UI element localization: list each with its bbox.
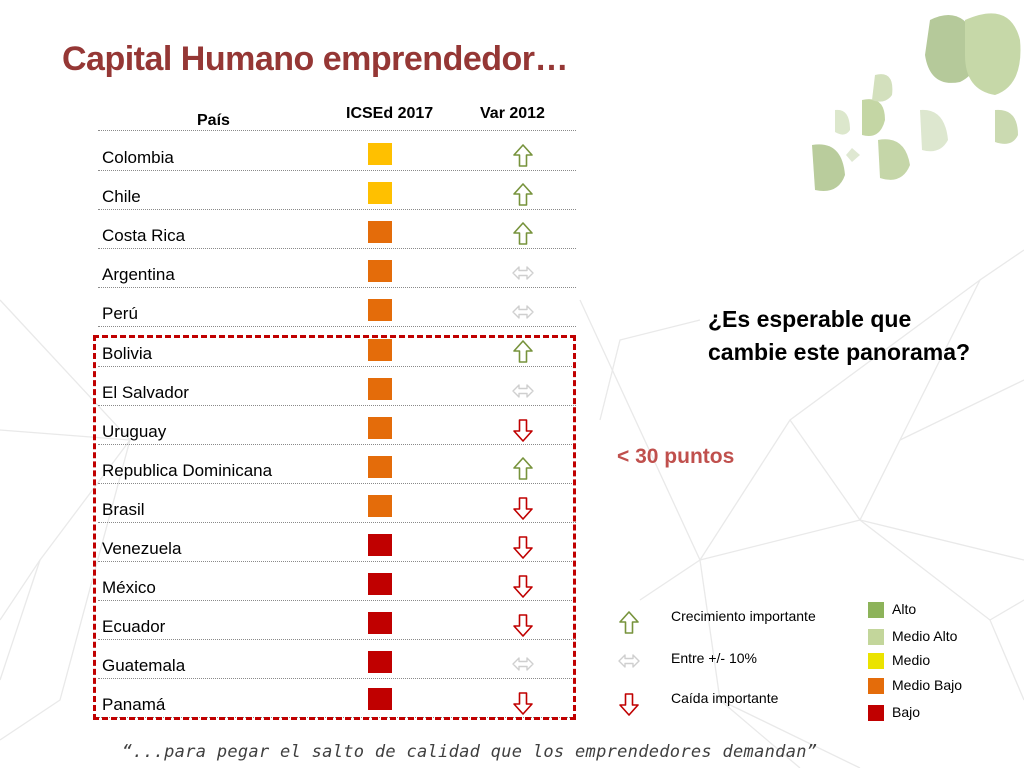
level-color-square bbox=[868, 678, 884, 694]
country-name: Argentina bbox=[102, 265, 175, 285]
legend-up-label: Crecimiento importante bbox=[671, 608, 816, 624]
table-row: Republica Dominicana bbox=[98, 444, 576, 484]
icsed-level-square bbox=[368, 651, 392, 674]
icsed-level-square bbox=[368, 416, 392, 439]
level-color-square bbox=[868, 602, 884, 618]
table-header-divider bbox=[98, 130, 576, 131]
trend-arrow-flat-icon bbox=[512, 299, 534, 325]
country-name: Republica Dominicana bbox=[102, 460, 273, 480]
table-row: Venezuela bbox=[98, 522, 576, 562]
icsed-level-square bbox=[368, 612, 392, 635]
question-line-2: cambie este panorama? bbox=[708, 339, 971, 365]
country-name: Brasil bbox=[102, 499, 145, 519]
icsed-level-square bbox=[368, 338, 392, 361]
icsed-level-square bbox=[368, 260, 392, 283]
table-row: El Salvador bbox=[98, 366, 576, 406]
level-color-square bbox=[868, 629, 884, 645]
icsed-level-square bbox=[368, 455, 392, 478]
table-row: Guatemala bbox=[98, 639, 576, 680]
country-name: Bolivia bbox=[102, 343, 153, 363]
table-row: Argentina bbox=[98, 248, 576, 289]
country-name: El Salvador bbox=[102, 382, 189, 402]
country-name: Guatemala bbox=[102, 656, 186, 676]
icsed-level-square bbox=[368, 494, 392, 517]
table-row: Perú bbox=[98, 287, 576, 328]
header-var-2012: Var 2012 bbox=[480, 105, 545, 122]
level-color-square bbox=[868, 705, 884, 721]
question-line-1: ¿Es esperable que bbox=[708, 306, 912, 332]
network-lines bbox=[0, 249, 1024, 768]
table-row: Ecuador bbox=[98, 600, 576, 641]
legend-arrow-flat-icon bbox=[618, 648, 640, 674]
level-label: Medio Alto bbox=[892, 628, 958, 644]
country-name: Panamá bbox=[102, 695, 166, 715]
trend-arrow-up-icon bbox=[512, 143, 534, 169]
question-text: ¿Es esperable que cambie este panorama? bbox=[708, 303, 970, 369]
country-name: Costa Rica bbox=[102, 226, 186, 246]
green-leaf-decoration bbox=[812, 13, 1021, 191]
table-row: Uruguay bbox=[98, 405, 576, 445]
country-name: Colombia bbox=[102, 148, 174, 167]
country-name: Chile bbox=[102, 187, 141, 207]
legend-arrow-down-icon bbox=[618, 691, 640, 717]
header-icsed-2017: ICSEd 2017 bbox=[346, 105, 434, 122]
icsed-level-square bbox=[368, 182, 392, 205]
country-name: México bbox=[102, 578, 156, 598]
icsed-level-square bbox=[368, 534, 392, 556]
level-label: Bajo bbox=[892, 704, 921, 720]
footer-quote: “...para pegar el salto de calidad que l… bbox=[122, 742, 818, 762]
icsed-level-square bbox=[368, 688, 392, 711]
table-row: Brasil bbox=[98, 483, 576, 523]
level-label: Medio Bajo bbox=[892, 677, 963, 693]
trend-arrow-up-icon bbox=[512, 182, 534, 208]
level-color-square bbox=[868, 653, 884, 669]
table-row: México bbox=[98, 561, 576, 602]
level-label: Medio bbox=[892, 652, 931, 668]
country-name: Ecuador bbox=[102, 617, 166, 637]
slide-title: Capital Humano emprendedor… bbox=[62, 40, 569, 78]
legend-flat-label: Entre +/- 10% bbox=[671, 650, 757, 666]
icsed-level-square bbox=[368, 143, 392, 165]
legend-arrow-up-icon bbox=[618, 610, 640, 636]
threshold-label: < 30 puntos bbox=[617, 445, 735, 468]
legend-down-label: Caída importante bbox=[671, 690, 779, 706]
below-30-highlight-box bbox=[93, 335, 576, 720]
country-name: Uruguay bbox=[102, 421, 167, 441]
table-row: Bolivia bbox=[98, 327, 576, 367]
country-name: Perú bbox=[102, 304, 138, 324]
level-label: Alto bbox=[892, 601, 917, 617]
table-row: Chile bbox=[98, 170, 576, 211]
header-country: País bbox=[197, 112, 230, 129]
icsed-level-square bbox=[368, 221, 392, 244]
table-row: Colombia bbox=[98, 131, 576, 171]
country-name: Venezuela bbox=[102, 539, 182, 558]
table-row: Costa Rica bbox=[98, 209, 576, 250]
trend-arrow-flat-icon bbox=[512, 260, 534, 286]
icsed-level-square bbox=[368, 377, 392, 400]
icsed-level-square bbox=[368, 299, 392, 322]
icsed-level-square bbox=[368, 573, 392, 596]
trend-arrow-up-icon bbox=[512, 221, 534, 247]
